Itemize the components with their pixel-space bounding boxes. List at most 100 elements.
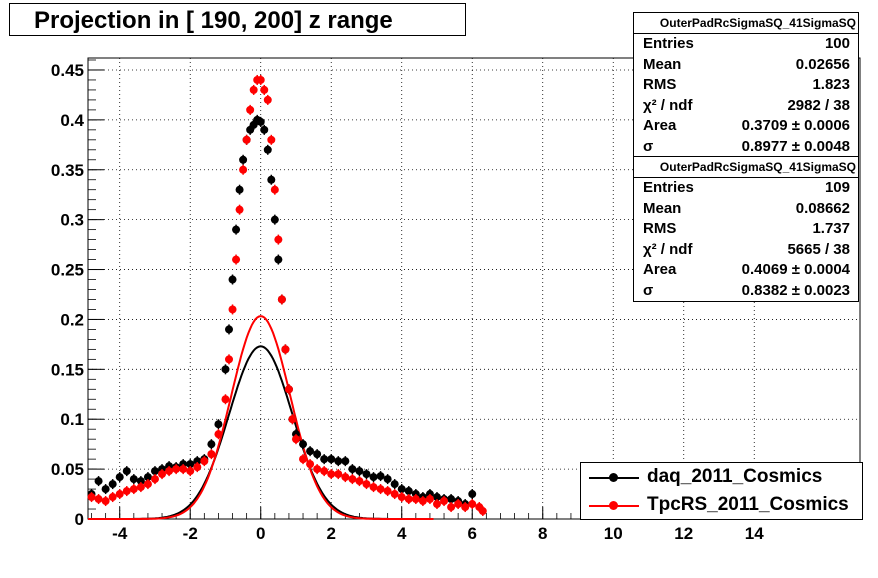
data-point bbox=[274, 255, 283, 264]
stats-value: 100 bbox=[824, 35, 850, 52]
data-point bbox=[288, 415, 297, 424]
data-point bbox=[397, 485, 406, 494]
data-point bbox=[193, 463, 202, 472]
data-point bbox=[362, 480, 371, 489]
data-point bbox=[115, 490, 124, 499]
data-point bbox=[221, 395, 230, 404]
data-point bbox=[200, 457, 209, 466]
stats-key: Entries bbox=[643, 179, 694, 196]
x-tick-label: 0 bbox=[256, 524, 265, 543]
legend-entry-tpcrs: TpcRS_2011_Cosmics bbox=[581, 492, 862, 520]
y-tick-label: 0.1 bbox=[60, 410, 84, 429]
data-point bbox=[334, 457, 343, 466]
stats-row-entries: Entries 109 bbox=[634, 178, 858, 199]
data-point bbox=[242, 135, 251, 144]
data-point bbox=[313, 450, 322, 459]
stats-row-sigma: σ 0.8977 ± 0.0048 bbox=[634, 137, 858, 158]
data-point bbox=[362, 470, 371, 479]
data-point bbox=[478, 507, 487, 516]
data-point bbox=[256, 75, 265, 84]
stats-key: Area bbox=[643, 261, 677, 278]
data-point bbox=[207, 440, 216, 449]
data-point bbox=[143, 473, 152, 482]
y-tick-label: 0.15 bbox=[51, 360, 84, 379]
data-point bbox=[447, 503, 456, 512]
data-point bbox=[418, 497, 427, 506]
stats-row-mean: Mean 0.08662 bbox=[634, 199, 858, 220]
stats-key: Entries bbox=[643, 35, 694, 52]
data-point bbox=[235, 205, 244, 214]
data-point bbox=[186, 467, 195, 476]
data-point bbox=[432, 500, 441, 509]
legend: daq_2011_Cosmics TpcRS_2011_Cosmics bbox=[580, 462, 863, 520]
x-tick-label: 2 bbox=[326, 524, 335, 543]
stats-value: 0.3709 ± 0.0006 bbox=[741, 117, 850, 134]
data-point bbox=[334, 470, 343, 479]
plot-title: Projection in [ 190, 200] z range bbox=[9, 3, 466, 36]
data-point bbox=[158, 470, 167, 479]
data-point bbox=[94, 495, 103, 504]
data-point bbox=[327, 455, 336, 464]
data-point bbox=[263, 145, 272, 154]
stats-key: χ² / ndf bbox=[643, 96, 693, 114]
y-tick-label: 0.2 bbox=[60, 310, 84, 329]
data-point bbox=[440, 497, 449, 506]
data-point bbox=[225, 325, 234, 334]
x-tick-label: -4 bbox=[112, 524, 128, 543]
data-point bbox=[390, 480, 399, 489]
data-point bbox=[239, 165, 248, 174]
data-point bbox=[425, 495, 434, 504]
data-point bbox=[270, 185, 279, 194]
stats-title: OuterPadRcSigmaSQ_41SigmaSQ bbox=[634, 13, 858, 34]
data-point bbox=[376, 472, 385, 481]
y-tick-label: 0.3 bbox=[60, 211, 84, 230]
data-point bbox=[404, 495, 413, 504]
y-tick-label: 0.4 bbox=[60, 111, 84, 130]
legend-label: TpcRS_2011_Cosmics bbox=[647, 494, 849, 515]
stats-box-daq: OuterPadRcSigmaSQ_41SigmaSQ Entries 100 M… bbox=[633, 12, 859, 158]
data-point bbox=[108, 480, 117, 489]
stats-key: RMS bbox=[643, 220, 677, 237]
data-point bbox=[383, 475, 392, 484]
data-point bbox=[306, 447, 315, 456]
stats-value: 109 bbox=[824, 179, 850, 196]
stats-key: σ bbox=[643, 137, 654, 155]
legend-dot-marker bbox=[609, 501, 618, 510]
data-point bbox=[207, 450, 216, 459]
x-tick-label: -2 bbox=[183, 524, 198, 543]
data-point bbox=[320, 467, 329, 476]
stats-value: 0.08662 bbox=[795, 199, 850, 217]
stats-key: Area bbox=[643, 117, 677, 134]
data-point bbox=[299, 455, 308, 464]
x-tick-label: 10 bbox=[604, 524, 623, 543]
stats-value: 1.737 bbox=[812, 220, 850, 237]
data-point bbox=[348, 465, 357, 474]
data-point bbox=[122, 487, 131, 496]
x-tick-label: 6 bbox=[468, 524, 477, 543]
stats-value: 1.823 bbox=[812, 76, 850, 93]
stats-key: Mean bbox=[643, 199, 682, 217]
data-point bbox=[447, 495, 456, 504]
data-point bbox=[136, 477, 145, 486]
data-point bbox=[101, 497, 110, 506]
data-point bbox=[291, 435, 300, 444]
data-point bbox=[270, 215, 279, 224]
stats-title: OuterPadRcSigmaSQ_41SigmaSQ bbox=[634, 157, 858, 178]
data-point bbox=[468, 490, 477, 499]
stats-value: 0.02656 bbox=[795, 55, 850, 73]
data-point bbox=[129, 475, 138, 484]
x-tick-label: 8 bbox=[538, 524, 547, 543]
y-tick-label: 0.25 bbox=[51, 261, 84, 280]
data-point bbox=[468, 500, 477, 509]
data-point bbox=[165, 467, 174, 476]
data-point bbox=[274, 235, 283, 244]
data-point bbox=[94, 477, 103, 486]
data-point bbox=[260, 85, 269, 94]
data-point bbox=[256, 117, 265, 126]
data-point bbox=[284, 385, 293, 394]
data-point bbox=[277, 295, 286, 304]
x-tick-label: 4 bbox=[397, 524, 407, 543]
data-point bbox=[101, 485, 110, 494]
data-point bbox=[193, 457, 202, 466]
data-point bbox=[136, 483, 145, 492]
